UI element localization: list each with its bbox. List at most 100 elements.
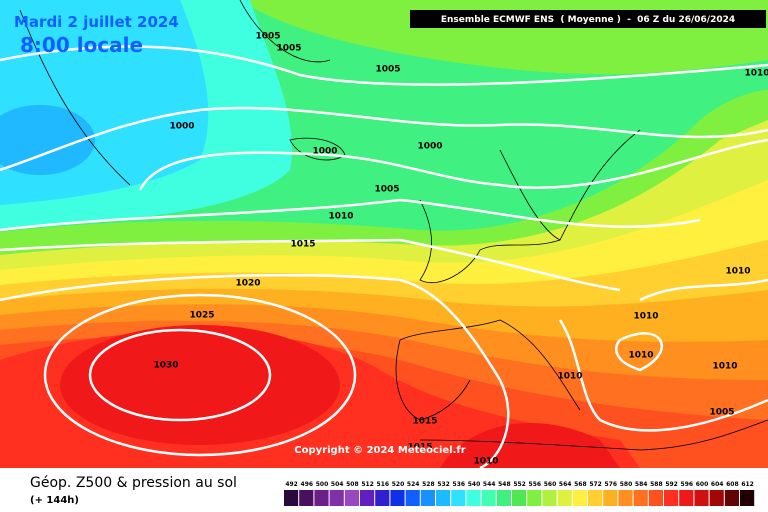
legend-label: 536 xyxy=(453,481,466,488)
map: 1005 1005 1005 1010 1000 1000 1000 1005 … xyxy=(0,0,768,470)
isobar-label: 1010 xyxy=(557,372,582,382)
isobar xyxy=(0,273,510,470)
legend-label: 580 xyxy=(620,481,633,488)
legend-swatch xyxy=(527,490,542,506)
legend-label: 568 xyxy=(574,481,587,488)
isobar-label: 1010 xyxy=(712,362,737,372)
legend-swatch xyxy=(740,490,755,506)
legend-swatch xyxy=(405,490,420,506)
legend-label: 572 xyxy=(589,481,602,488)
isobar-label: 1010 xyxy=(633,312,658,322)
legend-swatch xyxy=(724,490,739,506)
legend-swatch xyxy=(588,490,603,506)
isobar-label: 1000 xyxy=(417,142,442,152)
legend-swatch xyxy=(481,490,496,506)
field-red3 xyxy=(60,325,340,445)
legend-label: 548 xyxy=(498,481,511,488)
isobar-label: 1010 xyxy=(628,351,653,361)
isobar-label: 1000 xyxy=(312,147,337,157)
field-red4 xyxy=(440,423,620,468)
isobar xyxy=(558,319,768,432)
legend-label: 516 xyxy=(377,481,390,488)
model-box xyxy=(410,10,766,28)
legend-label: 608 xyxy=(726,481,739,488)
legend-swatch xyxy=(694,490,709,506)
coast-africa xyxy=(419,419,768,451)
isobar-lines xyxy=(0,45,768,470)
legend-label: 612 xyxy=(741,481,754,488)
legend-label: 596 xyxy=(681,481,694,488)
legend-label: 560 xyxy=(544,481,557,488)
footer-title: Géop. Z500 & pression au sol xyxy=(30,475,237,491)
coast-europe xyxy=(419,129,641,283)
isobar xyxy=(43,293,357,457)
legend-label: 492 xyxy=(285,481,298,488)
legend-swatch xyxy=(314,490,329,506)
legend-swatch xyxy=(466,490,481,506)
footer-lead: (+ 144h) xyxy=(30,495,79,506)
legend-swatch xyxy=(420,490,435,506)
isobar-label: 1010 xyxy=(473,457,498,467)
legend-label: 500 xyxy=(316,481,329,488)
legend-swatch xyxy=(557,490,572,506)
model: Ensemble ECMWF ENS ( Moyenne ) - 06 Z du… xyxy=(441,15,735,25)
isobar-label: 1005 xyxy=(374,185,399,195)
legend-label: 528 xyxy=(422,481,435,488)
legend-swatch xyxy=(542,490,557,506)
isobar-labels: 1005 1005 1005 1010 1000 1000 1000 1005 … xyxy=(153,32,768,467)
legend-label: 584 xyxy=(635,481,648,488)
legend-label: 556 xyxy=(529,481,542,488)
isobar-label: 1010 xyxy=(725,267,750,277)
legend-swatch xyxy=(344,490,359,506)
legend-label: 532 xyxy=(437,481,450,488)
legend-label: 564 xyxy=(559,481,572,488)
isobar-label: 1005 xyxy=(255,32,280,42)
legend-label: 496 xyxy=(301,481,314,488)
isobar-label: 1020 xyxy=(235,279,260,289)
legend-swatch xyxy=(572,490,587,506)
isobar-label: 1015 xyxy=(407,443,432,453)
isobar-label: 1025 xyxy=(189,311,214,321)
isobar-label: 1005 xyxy=(709,408,734,418)
legend-swatch xyxy=(436,490,451,506)
legend-label: 540 xyxy=(468,481,481,488)
legend-label: 588 xyxy=(650,481,663,488)
isobar-label: 1010 xyxy=(744,69,768,79)
legend-swatch xyxy=(299,490,314,506)
legend-swatch xyxy=(618,490,633,506)
isobar-label: 1015 xyxy=(412,417,437,427)
date: Mardi 2 juillet 2024 xyxy=(14,13,179,31)
isobar xyxy=(0,198,701,232)
legend-label: 524 xyxy=(407,481,420,488)
legend-label: 544 xyxy=(483,481,496,488)
isobar-label: 1030 xyxy=(153,361,178,371)
legend-label: 576 xyxy=(605,481,618,488)
copyright: Copyright © 2024 Meteociel.fr xyxy=(294,445,465,456)
legend-swatch xyxy=(648,490,663,506)
isobar-label: 1005 xyxy=(276,44,301,54)
legend-swatch xyxy=(512,490,527,506)
legend-swatch xyxy=(679,490,694,506)
isobar xyxy=(614,278,768,372)
isobar-label: 1015 xyxy=(290,240,315,250)
field-blue xyxy=(0,105,95,175)
legend-swatch xyxy=(360,490,375,506)
isobar-label: 1000 xyxy=(169,122,194,132)
isobar xyxy=(0,106,768,172)
legend-swatch xyxy=(633,490,648,506)
color-legend: 492 496 500 504 508 512 516 520 524 528 532 536 540 5… xyxy=(284,481,755,506)
legend-swatch xyxy=(390,490,405,506)
time: 8:00 locale xyxy=(20,33,143,57)
coast-iberia xyxy=(395,319,581,421)
coast-greenland xyxy=(19,0,331,186)
legend-label: 592 xyxy=(665,481,678,488)
legend-swatch xyxy=(375,490,390,506)
legend-swatch xyxy=(603,490,618,506)
legend-label: 504 xyxy=(331,481,344,488)
legend-swatch xyxy=(451,490,466,506)
isobar xyxy=(0,238,621,292)
legend-label: 552 xyxy=(513,481,526,488)
isobar-label: 1010 xyxy=(328,212,353,222)
isobar-label: 1005 xyxy=(375,65,400,75)
